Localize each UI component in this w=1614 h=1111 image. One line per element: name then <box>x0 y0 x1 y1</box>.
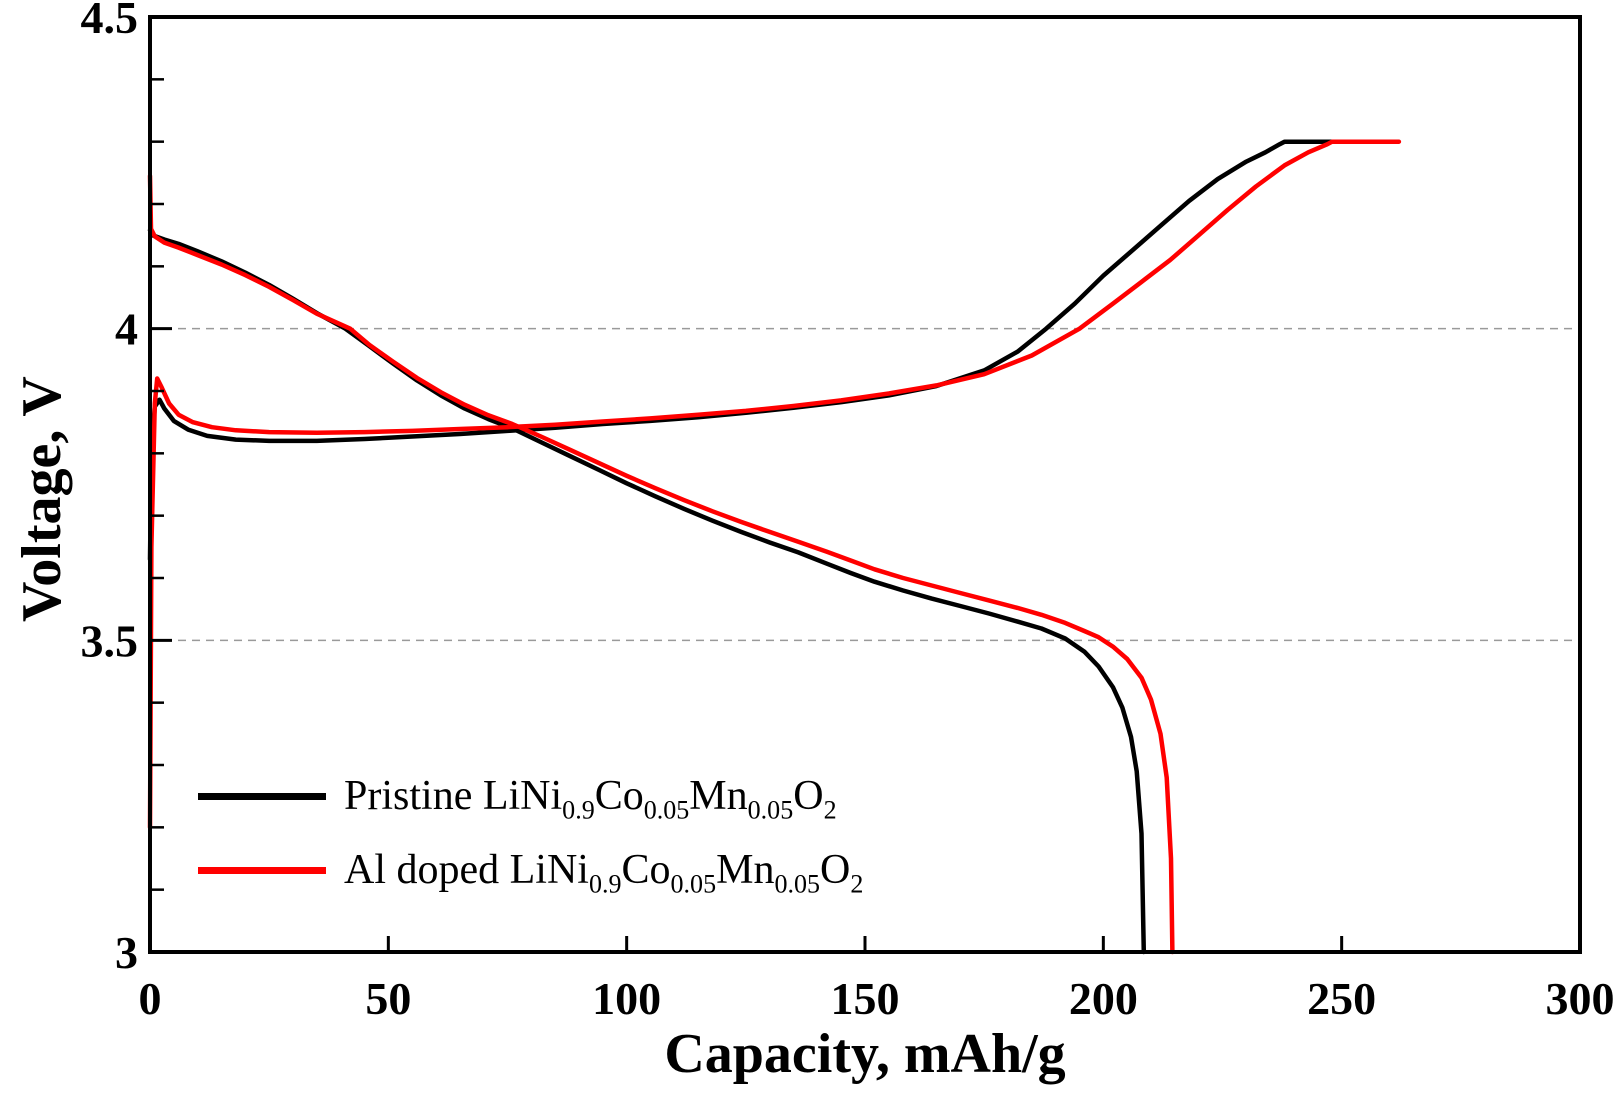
legend: Pristine LiNi0.9Co0.05Mn0.05O2 Al doped … <box>198 770 863 918</box>
y-tick-label: 4.5 <box>81 0 139 43</box>
formula-text: Mn <box>716 847 775 893</box>
formula-sub: 0.05 <box>643 795 690 825</box>
series-curve-0 <box>147 139 1335 562</box>
formula-text: Mn <box>689 773 748 819</box>
formula-text: O <box>793 773 824 819</box>
x-tick-label: 100 <box>592 973 661 1024</box>
x-axis-title: Capacity, mAh/g <box>664 1023 1066 1085</box>
formula-sub: 2 <box>823 795 837 825</box>
formula-text: Co <box>621 847 671 893</box>
formula-sub: 2 <box>850 869 864 899</box>
formula-text: O <box>820 847 851 893</box>
formula-sub: 0.05 <box>774 869 821 899</box>
legend-item-pristine: Pristine LiNi0.9Co0.05Mn0.05O2 <box>198 770 863 823</box>
series-curve-2 <box>147 139 1402 830</box>
plot-frame <box>148 15 1582 954</box>
x-tick-label: 200 <box>1069 973 1138 1024</box>
y-tick-label: 3 <box>115 927 138 978</box>
formula-text: Co <box>594 773 644 819</box>
series-curve-3 <box>147 173 1175 955</box>
x-tick-label: 50 <box>365 973 411 1024</box>
formula-sub: 0.05 <box>670 869 717 899</box>
y-tick-label: 4 <box>115 304 138 355</box>
formula-text: Al doped LiNi <box>344 847 589 893</box>
y-axis-title: Voltage, V <box>11 376 73 622</box>
legend-line-al-doped <box>198 866 326 874</box>
legend-line-pristine <box>198 792 326 800</box>
formula-text: Pristine LiNi <box>344 773 563 819</box>
formula-sub: 0.9 <box>588 869 622 899</box>
legend-item-al-doped: Al doped LiNi0.9Co0.05Mn0.05O2 <box>198 844 863 897</box>
x-tick-label: 250 <box>1307 973 1376 1024</box>
x-tick-label: 150 <box>831 973 900 1024</box>
formula-sub: 0.9 <box>562 795 595 825</box>
legend-label-pristine: Pristine LiNi0.9Co0.05Mn0.05O2 <box>344 772 837 823</box>
legend-label-al-doped: Al doped LiNi0.9Co0.05Mn0.05O2 <box>344 846 863 897</box>
y-tick-label: 3.5 <box>81 615 139 666</box>
x-tick-label: 0 <box>139 973 162 1024</box>
x-tick-label: 300 <box>1546 973 1614 1024</box>
formula-sub: 0.05 <box>747 795 794 825</box>
